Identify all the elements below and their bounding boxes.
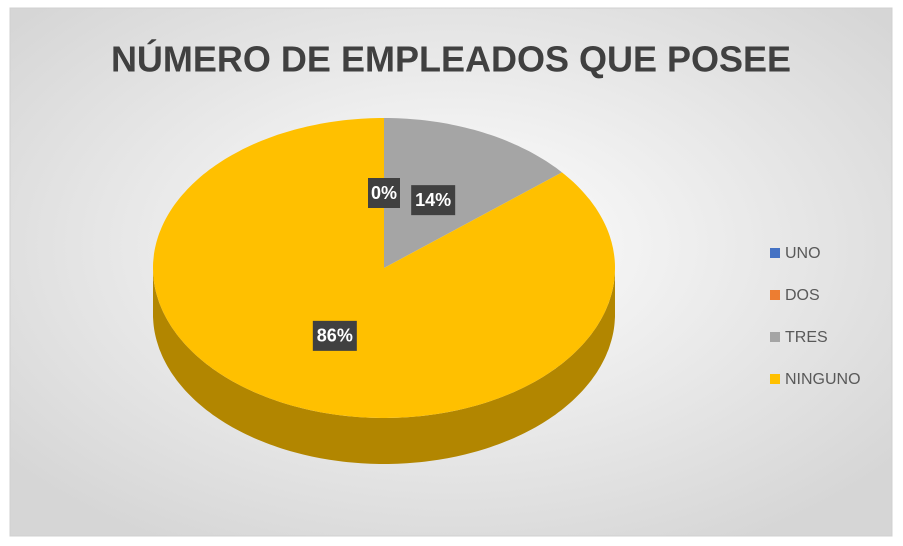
data-label: 14% [411,185,456,216]
legend-label: TRES [785,329,828,346]
data-label-box [312,320,357,351]
pie-slice-side [153,268,615,464]
data-label: 86% [312,320,357,351]
data-label-text: 86% [317,326,353,346]
pie-slice [384,118,562,268]
data-label-box [368,178,400,208]
legend-swatch [770,248,780,258]
data-label-box [411,185,456,216]
chart-title: NÚMERO DE EMPLEADOS QUE POSEE [111,38,791,80]
legend-label: NINGUNO [785,371,861,388]
pie-slice [153,118,615,418]
data-label-text: 14% [415,190,451,210]
legend-swatch [770,290,780,300]
legend-swatch [770,332,780,342]
legend-label: DOS [785,287,820,304]
legend-label: UNO [785,245,821,262]
data-label-text: 0% [371,183,397,203]
data-label: 0% [368,178,400,208]
legend-swatch [770,374,780,384]
